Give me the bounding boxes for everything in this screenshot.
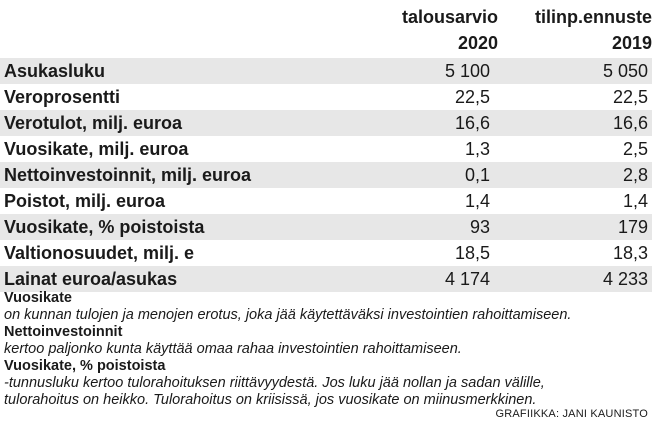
row-label: Verotulot, milj. euroa <box>0 110 330 136</box>
note-term: Vuosikate, % poistoista <box>4 358 166 374</box>
cell-2020: 18,5 <box>454 242 490 263</box>
row-label: Nettoinvestoinnit, milj. euroa <box>0 162 330 188</box>
row-label: Poistot, milj. euroa <box>4 190 166 211</box>
cell-2020: 22,5 <box>454 86 490 107</box>
note-description: kertoo paljonko kunta käyttää omaa rahaa… <box>4 341 462 357</box>
table-row: Veroprosentti 22,5 22,5 <box>0 84 652 110</box>
data-table: Asukasluku 5 100 5 050 Veroprosentti 22,5 22,… <box>0 58 652 292</box>
column-header-2019: tilinp.ennuste 2019 <box>535 4 652 56</box>
column-header-2020: talousarvio 2020 <box>402 4 498 56</box>
row-label: Veroprosentti <box>4 86 121 107</box>
cell-2020: 0,1 <box>330 162 494 188</box>
table-row: Verotulot, milj. euroa 16,6 16,6 <box>0 110 652 136</box>
note-description: tulorahoitus on heikko. Tulorahoitus on … <box>4 392 537 408</box>
row-label: Lainat euroa/asukas <box>0 266 330 292</box>
cell-2019: 179 <box>494 214 652 240</box>
column-header-title: tilinp.ennuste <box>535 7 652 27</box>
cell-2019: 2,8 <box>494 162 652 188</box>
cell-2019: 18,3 <box>612 242 648 263</box>
cell-2019: 2,5 <box>622 138 648 159</box>
column-header-year: 2019 <box>611 33 652 53</box>
graphic-credit: GRAFIIKKA: JANI KAUNISTO <box>495 408 648 420</box>
note-description: -tunnusluku kertoo tulorahoituksen riitt… <box>4 375 545 391</box>
table-row: Nettoinvestoinnit, milj. euroa 0,1 2,8 <box>0 162 652 188</box>
column-header-year: 2020 <box>457 33 498 53</box>
row-label: Vuosikate, milj. euroa <box>4 138 189 159</box>
cell-2020: 16,6 <box>330 110 494 136</box>
note-term: Nettoinvestoinnit <box>4 324 123 340</box>
column-header-title: talousarvio <box>401 7 498 27</box>
cell-2019: 5 050 <box>494 58 652 84</box>
cell-2019: 22,5 <box>612 86 648 107</box>
note-term: Vuosikate <box>4 290 72 306</box>
table-row: Valtionosuudet, milj. e 18,5 18,3 <box>0 240 652 266</box>
cell-2020: 4 174 <box>330 266 494 292</box>
row-label: Valtionosuudet, milj. e <box>4 242 195 263</box>
row-label: Vuosikate, % poistoista <box>0 214 330 240</box>
cell-2020: 1,4 <box>464 190 490 211</box>
table-row: Vuosikate, milj. euroa 1,3 2,5 <box>0 136 652 162</box>
cell-2020: 5 100 <box>330 58 494 84</box>
cell-2019: 1,4 <box>622 190 648 211</box>
note-description: on kunnan tulojen ja menojen erotus, jok… <box>4 307 572 323</box>
table-row: Vuosikate, % poistoista 93 179 <box>0 214 652 240</box>
cell-2019: 4 233 <box>494 266 652 292</box>
row-label: Asukasluku <box>0 58 330 84</box>
cell-2020: 1,3 <box>464 138 490 159</box>
table-row: Poistot, milj. euroa 1,4 1,4 <box>0 188 652 214</box>
cell-2020: 93 <box>330 214 494 240</box>
table-row: Lainat euroa/asukas 4 174 4 233 <box>0 266 652 292</box>
table-row: Asukasluku 5 100 5 050 <box>0 58 652 84</box>
notes-section: Vuosikate on kunnan tulojen ja menojen er… <box>4 290 654 409</box>
cell-2019: 16,6 <box>494 110 652 136</box>
column-headers: talousarvio 2020 tilinp.ennuste 2019 <box>0 0 660 58</box>
